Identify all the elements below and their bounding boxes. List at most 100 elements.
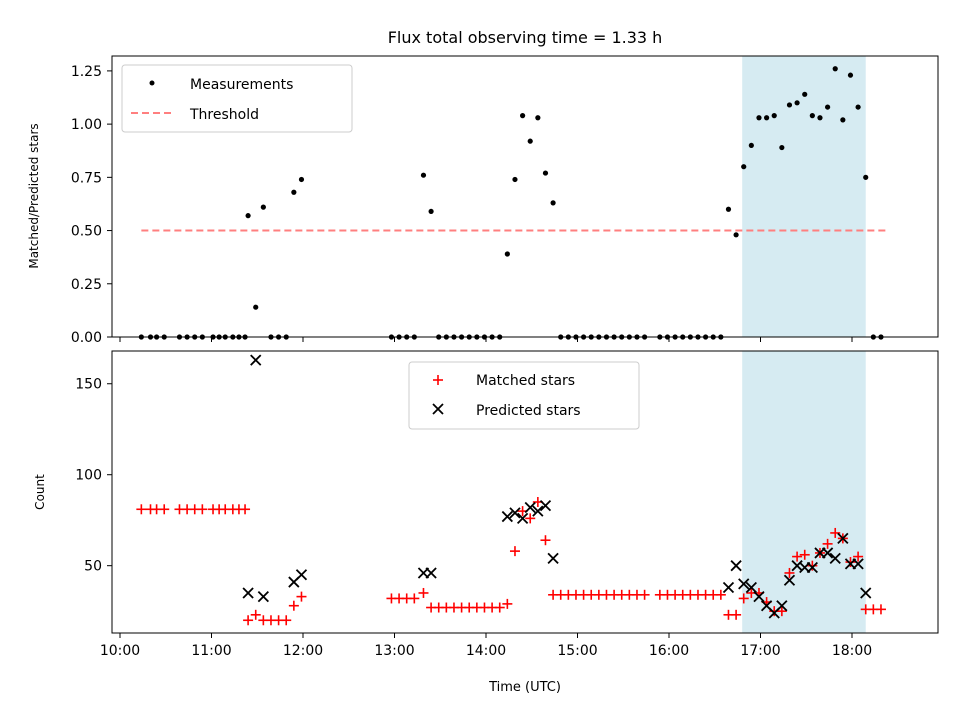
predicted-star-point: [242, 587, 254, 599]
top-panel: 0.00 0.25 0.50 0.75 1.00 1.25 Flux total obse…: [27, 28, 939, 346]
matched-star-point: [875, 604, 886, 615]
predicted-star-point: [806, 561, 818, 574]
measurement-point: [520, 113, 526, 119]
x-tick-label: 17:00: [740, 643, 780, 659]
measurement-point: [817, 115, 823, 121]
measurement-point: [550, 200, 556, 206]
predicted-star-point: [516, 512, 529, 525]
matched-star-point: [502, 598, 513, 609]
measurement-point: [733, 232, 739, 238]
legend-threshold-label: Threshold: [189, 107, 259, 123]
measurement-point: [725, 206, 732, 212]
x-tick-label: 15:00: [557, 643, 597, 659]
matched-star-point: [509, 546, 520, 557]
matched-star-point: [409, 593, 420, 604]
matched-star-point: [197, 504, 208, 515]
top-axes-frame: [111, 55, 939, 338]
matched-star-point: [136, 504, 147, 515]
measurement-point: [809, 113, 815, 119]
top-y-axis-label: Matched/Predicted stars: [27, 123, 41, 268]
measurement-point: [825, 104, 831, 110]
x-tick-label: 12:00: [283, 643, 323, 659]
matched-star-point: [639, 589, 650, 600]
measurement-point: [512, 176, 518, 183]
predicted-star-point: [509, 507, 521, 519]
measurement-point: [779, 144, 785, 151]
measurement-point: [291, 189, 297, 195]
bottom-axes-frame: [111, 350, 939, 634]
bottom-plot-marks: [136, 354, 886, 626]
predicted-star-point: [501, 510, 513, 523]
predicted-star-point: [524, 501, 536, 514]
top-y-tick-label: 1.00: [71, 117, 102, 133]
measurement-point: [794, 100, 800, 106]
matched-star-point: [822, 538, 833, 549]
predicted-star-point: [753, 590, 765, 603]
predicted-star-point: [783, 574, 796, 586]
matched-star-point: [240, 504, 251, 515]
measurement-point: [855, 104, 861, 110]
predicted-star-point: [837, 532, 849, 545]
measurement-point: [756, 115, 762, 121]
bottom-y-tick-label: 100: [75, 468, 102, 484]
x-tick-label: 18:00: [832, 643, 872, 659]
predicted-star-point: [547, 552, 559, 565]
predicted-star-point: [738, 578, 750, 590]
x-tick-label: 13:00: [374, 643, 414, 659]
matched-star-point: [243, 615, 254, 626]
top-y-tick-label: 1.25: [71, 64, 102, 80]
measurement-point: [832, 66, 838, 72]
bottom-axis-ticks: 10:00 11:00 12:00 13:00 14:00 15:00 16:00 17:00…: [75, 377, 872, 659]
matched-star-point: [845, 557, 856, 568]
bottom-y-tick-label: 50: [84, 559, 102, 575]
predicted-star-point: [722, 581, 735, 594]
matched-star-point: [731, 609, 742, 620]
measurement-point: [504, 251, 510, 257]
predicted-star-point: [295, 569, 308, 581]
bottom-y-axis-label: Count: [33, 474, 47, 510]
predicted-star-point: [532, 505, 544, 517]
matched-star-point: [250, 609, 261, 620]
top-legend: Measurements Threshold: [121, 64, 353, 133]
x-tick-label: 14:00: [466, 643, 506, 659]
matched-star-point: [784, 567, 795, 578]
matched-star-point: [799, 549, 810, 560]
top-shaded-interval: [742, 56, 866, 337]
predicted-star-point: [425, 567, 437, 579]
x-tick-label: 11:00: [191, 643, 231, 659]
top-y-tick-label: 0.50: [71, 224, 102, 240]
matched-star-point: [776, 606, 787, 617]
top-legend-box: [121, 64, 353, 133]
predicted-star-point: [860, 587, 872, 599]
predicted-star-point: [829, 552, 841, 565]
top-y-tick-label: 0.00: [71, 330, 102, 346]
measurement-point: [863, 174, 869, 180]
legend-measurements-marker: [149, 80, 155, 86]
measurement-point: [840, 117, 846, 123]
top-axis-ticks: 0.00 0.25 0.50 0.75 1.00 1.25: [71, 64, 853, 346]
measurement-point: [786, 102, 793, 108]
measurement-point: [764, 115, 770, 121]
measurement-point: [428, 208, 434, 215]
chart-title: Flux total observing time = 1.33 h: [388, 28, 663, 47]
matched-star-point: [296, 591, 307, 602]
measurement-point: [748, 142, 754, 149]
x-axis-label: Time (UTC): [488, 680, 561, 695]
x-tick-label: 16:00: [649, 643, 689, 659]
matched-star-point: [540, 535, 551, 546]
measurement-point: [260, 204, 266, 210]
matched-star-point: [159, 504, 170, 515]
predicted-star-point: [730, 560, 742, 572]
legend-measurements-label: Measurements: [190, 77, 293, 93]
measurement-point: [420, 172, 427, 178]
measurement-point: [847, 72, 854, 78]
matched-star-point: [792, 551, 803, 562]
bottom-legend: Matched stars Predicted stars: [408, 361, 640, 430]
predicted-star-point: [821, 547, 834, 559]
legend-predicted-label: Predicted stars: [476, 403, 581, 419]
predicted-star-point: [776, 600, 788, 612]
measurement-point: [771, 113, 777, 119]
matched-star-point: [853, 551, 864, 562]
top-y-tick-label: 0.75: [71, 170, 102, 186]
measurement-point: [535, 115, 541, 121]
